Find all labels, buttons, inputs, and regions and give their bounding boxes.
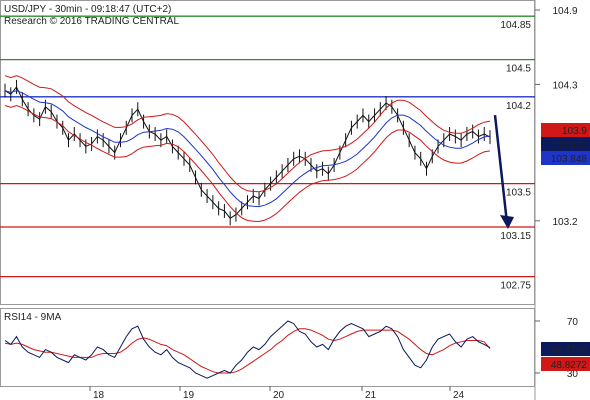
rsi-tag-label: 49.4749 bbox=[551, 345, 588, 356]
chart-header-line2: Research © 2016 TRADING CENTRAL bbox=[4, 16, 179, 27]
level-label: 104.85 bbox=[500, 20, 531, 31]
x-tick-label: 20 bbox=[273, 390, 285, 400]
level-label: 104.2 bbox=[506, 101, 531, 112]
upper-band-line bbox=[4, 75, 491, 193]
lower-band-line bbox=[4, 104, 491, 223]
x-tick-label: 24 bbox=[453, 390, 465, 400]
level-label: 102.75 bbox=[500, 281, 531, 292]
rsi-y-tick-label: 30 bbox=[567, 369, 579, 380]
moving-average-line bbox=[4, 90, 491, 208]
rsi-y-tick-label: 70 bbox=[567, 317, 579, 328]
price-series bbox=[4, 75, 491, 226]
rsi-line bbox=[4, 320, 491, 379]
forecast-line bbox=[493, 114, 509, 224]
price-line bbox=[4, 85, 491, 219]
y-tick-label: 104.3 bbox=[552, 80, 577, 91]
rsi-ma-line bbox=[4, 328, 491, 374]
forecast-arrow bbox=[493, 114, 514, 229]
level-label: 104.5 bbox=[506, 64, 531, 75]
x-tick-label: 21 bbox=[365, 390, 377, 400]
rsi-tag-label: 48.8272 bbox=[551, 360, 588, 371]
y-tick-label: 104.9 bbox=[552, 6, 577, 17]
time-x-axis: 18 19 20 21 24 bbox=[89, 386, 465, 400]
price-tag-label: 103.848 bbox=[551, 154, 588, 165]
y-tick-label: 103.2 bbox=[552, 217, 577, 228]
price-tag-box bbox=[541, 123, 590, 137]
level-label: 103.15 bbox=[500, 231, 531, 242]
support-resistance-levels: 104.85 104.5 104.2 103.5 103.15 102.75 bbox=[0, 15, 535, 292]
price-tag-box bbox=[541, 151, 590, 165]
price-tag-box bbox=[541, 137, 590, 151]
price-panel-frame bbox=[0, 0, 535, 305]
forecast-arrowhead bbox=[500, 215, 514, 229]
price-tags: 103.9 103.875 103.848 49.4749 48.8272 bbox=[541, 123, 590, 371]
chart-header-line1: USD/JPY - 30min - 09:18:47 (UTC+2) bbox=[4, 4, 171, 15]
rsi-tag-box bbox=[541, 342, 590, 356]
price-y-axis: 104.9 104.3 103.2 70 30 bbox=[535, 6, 578, 380]
x-tick-label: 19 bbox=[183, 390, 195, 400]
rsi-panel-frame bbox=[0, 308, 535, 387]
rsi-tag-box bbox=[541, 357, 590, 371]
price-tag-label: 103.875 bbox=[551, 140, 588, 151]
x-tick-label: 18 bbox=[93, 390, 105, 400]
rsi-series bbox=[4, 320, 491, 379]
rsi-label: RSI14 - 9MA bbox=[4, 312, 62, 323]
level-label: 103.5 bbox=[506, 188, 531, 199]
price-tag-label: 103.9 bbox=[562, 126, 587, 137]
